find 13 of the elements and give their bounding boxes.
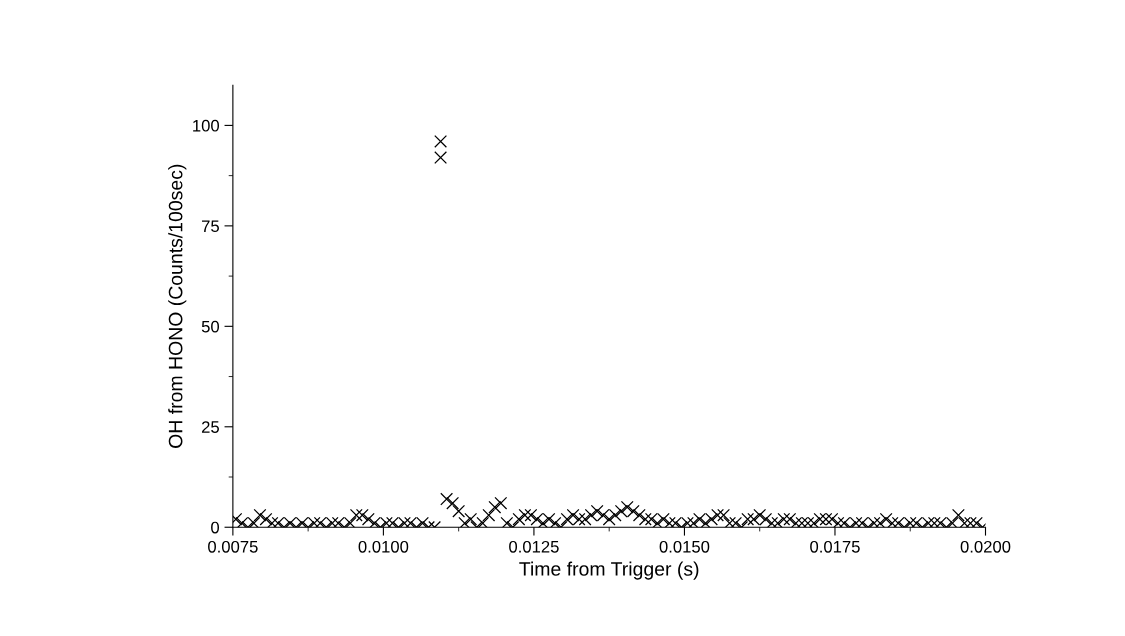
x-tick-label: 0.0200 (960, 540, 1011, 553)
y-tick-label: 50 (201, 320, 220, 333)
x-tick-label: 0.0175 (810, 540, 860, 553)
x-tick-label: 0.0100 (358, 540, 409, 553)
x-axis-title: Time from Trigger (s) (519, 561, 699, 580)
y-tick-label: 75 (202, 220, 219, 233)
x-tick-label: 0.0125 (509, 540, 559, 553)
y-tick-label: 0 (211, 521, 220, 534)
y-axis-title: OH from HONO (Counts/100sec) (168, 164, 187, 448)
x-tick-label: 0.0150 (659, 540, 710, 553)
y-tick-label: 100 (193, 119, 220, 132)
x-tick-label: 0.0075 (208, 540, 258, 553)
y-tick-label: 25 (201, 421, 219, 433)
